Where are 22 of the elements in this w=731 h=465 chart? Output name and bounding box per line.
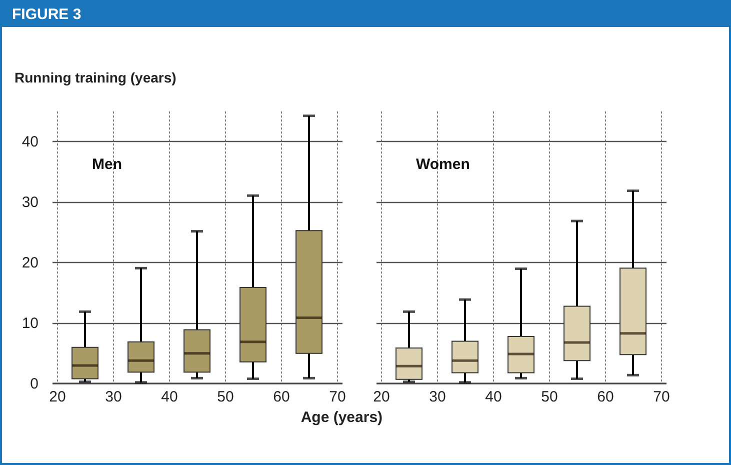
y-tick-label: 10	[22, 315, 38, 332]
x-tick-label: 60	[597, 388, 614, 406]
x-tick-label: 40	[485, 388, 502, 406]
annotation: Men	[92, 156, 122, 173]
x-tick-label: 20	[373, 388, 390, 406]
annotation: Women	[416, 156, 470, 173]
x-tick-label: 30	[429, 388, 446, 406]
x-tick-label: 70	[329, 388, 346, 406]
x-tick-label: 50	[541, 388, 558, 406]
x-axis-title: Age (years)	[300, 409, 383, 426]
x-tick-label: 20	[49, 388, 66, 406]
x-tick-label: 60	[273, 388, 290, 406]
x-tick-label: 70	[653, 388, 670, 406]
y-tick-label: 20	[22, 254, 38, 272]
x-tick-label: 50	[217, 388, 234, 406]
chart-title: FIGURE 3	[2, 2, 729, 27]
y-axis-title: Running training (years)	[14, 70, 176, 86]
y-tick-label: 40	[22, 134, 38, 151]
y-tick-label: 30	[22, 194, 38, 212]
x-tick-label: 40	[161, 388, 178, 406]
x-tick-label: 30	[105, 388, 122, 406]
y-tick-label: 0	[30, 376, 38, 392]
